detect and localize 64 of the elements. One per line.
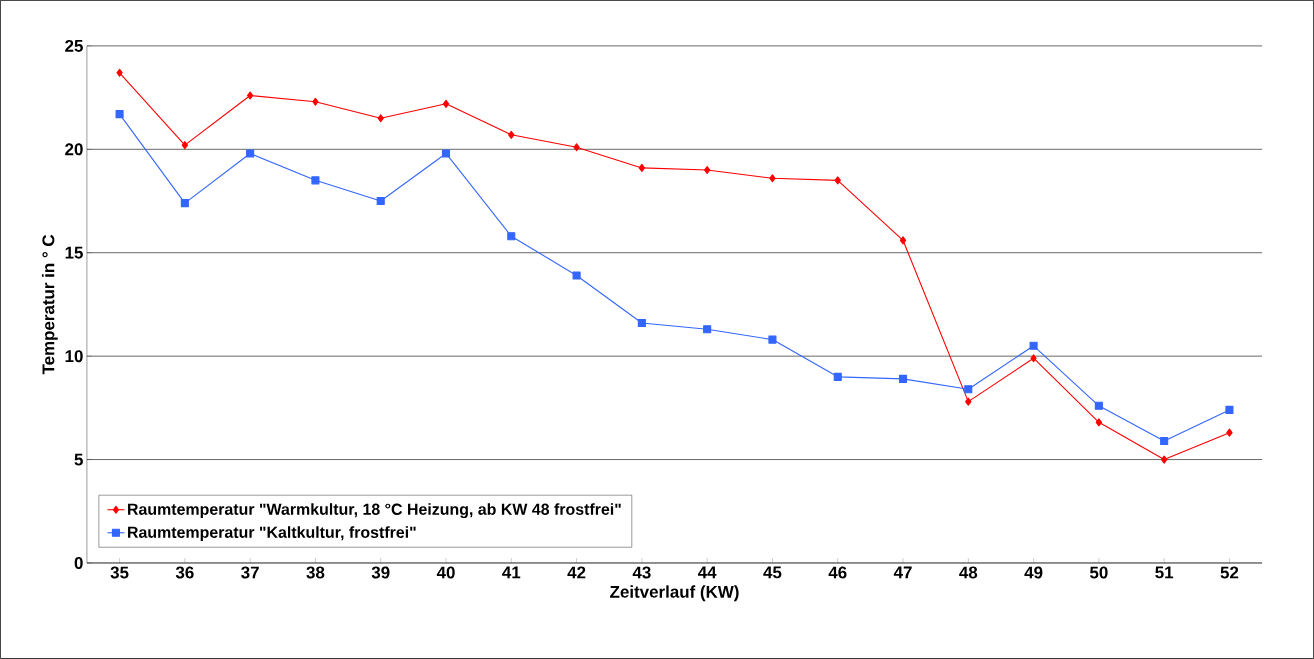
- x-tick-label: 43: [632, 566, 651, 579]
- point: [312, 97, 319, 106]
- y-tick-label: 5: [74, 453, 83, 466]
- point: [898, 374, 908, 383]
- point: [572, 271, 581, 280]
- point: [311, 176, 320, 185]
- point: [965, 397, 972, 406]
- x-tick-label: 52: [1220, 566, 1239, 579]
- point: [573, 143, 580, 152]
- y-tick-label: 0: [74, 557, 83, 570]
- x-tick-label: 46: [828, 566, 847, 579]
- x-axis-title: Zeitverlauf (KW): [610, 585, 739, 602]
- point: [246, 91, 254, 100]
- legend-label: Raumtemperatur "Kaltkultur, frostfrei": [128, 526, 416, 542]
- point: [637, 319, 646, 328]
- x-tick-label: 40: [436, 566, 455, 579]
- x-tick-label: 50: [1089, 566, 1108, 579]
- x-tick-label: 49: [1024, 566, 1043, 579]
- point: [1094, 401, 1103, 410]
- point: [703, 325, 712, 334]
- x-tick-label: 35: [110, 566, 129, 579]
- y-tick-label: 15: [65, 246, 83, 259]
- point: [507, 232, 516, 241]
- y-tick-label: 20: [65, 143, 83, 156]
- x-tick-label: 41: [502, 566, 521, 579]
- point: [1160, 455, 1168, 464]
- x-tick-label: 51: [1155, 566, 1174, 579]
- point: [180, 199, 189, 208]
- point: [899, 236, 907, 245]
- point: [442, 99, 450, 108]
- x-tick-label: 45: [763, 566, 782, 579]
- point: [1225, 405, 1234, 415]
- x-tick-label: 48: [959, 566, 978, 579]
- point: [376, 197, 385, 206]
- point: [964, 385, 973, 394]
- x-tick-label: 36: [175, 566, 194, 579]
- point: [115, 110, 124, 119]
- x-tick-label: 42: [567, 566, 586, 579]
- point: [1095, 418, 1103, 427]
- x-tick-label: 38: [306, 566, 325, 579]
- point: [769, 174, 776, 183]
- x-tick-label: 39: [371, 566, 390, 579]
- y-axis-title: Temperatur in ° C: [41, 234, 58, 375]
- x-tick-label: 47: [893, 566, 912, 579]
- y-tick-label: 10: [65, 350, 83, 363]
- point: [441, 149, 451, 158]
- point: [834, 176, 841, 185]
- point: [833, 372, 842, 381]
- point: [181, 141, 189, 150]
- point: [703, 165, 711, 175]
- legend-label: Raumtemperatur "Warmkultur, 18 °C Heizung, ab KW 48 frostfrei": [128, 503, 621, 519]
- x-tick-label: 37: [241, 566, 259, 579]
- point: [1160, 436, 1169, 446]
- point: [377, 114, 384, 123]
- point: [508, 130, 515, 139]
- point: [1029, 341, 1038, 350]
- x-tick-label: 44: [697, 566, 717, 579]
- point: [116, 68, 123, 77]
- point: [246, 149, 255, 158]
- point: [768, 335, 777, 344]
- point: [638, 163, 646, 173]
- point: [1226, 428, 1233, 437]
- point: [1030, 354, 1037, 363]
- y-tick-label: 25: [65, 39, 83, 52]
